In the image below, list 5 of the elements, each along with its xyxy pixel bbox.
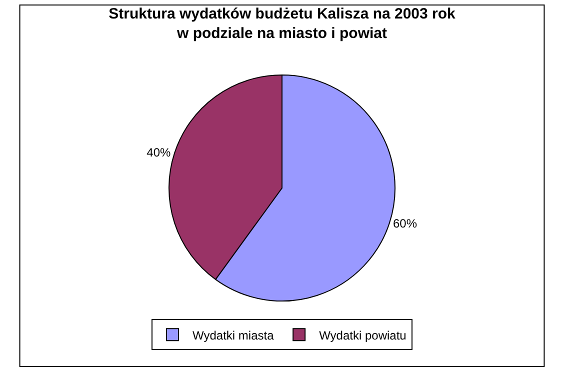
data-label: 60%: [392, 216, 418, 231]
data-label: 40%: [146, 145, 172, 160]
chart-title: Struktura wydatków budżetu Kalisza na 2003 rok w podziale na miasto i powiat: [108, 6, 456, 42]
legend-label: Wydatki miasta: [192, 328, 274, 342]
legend-label: Wydatki powiatu: [319, 328, 406, 342]
